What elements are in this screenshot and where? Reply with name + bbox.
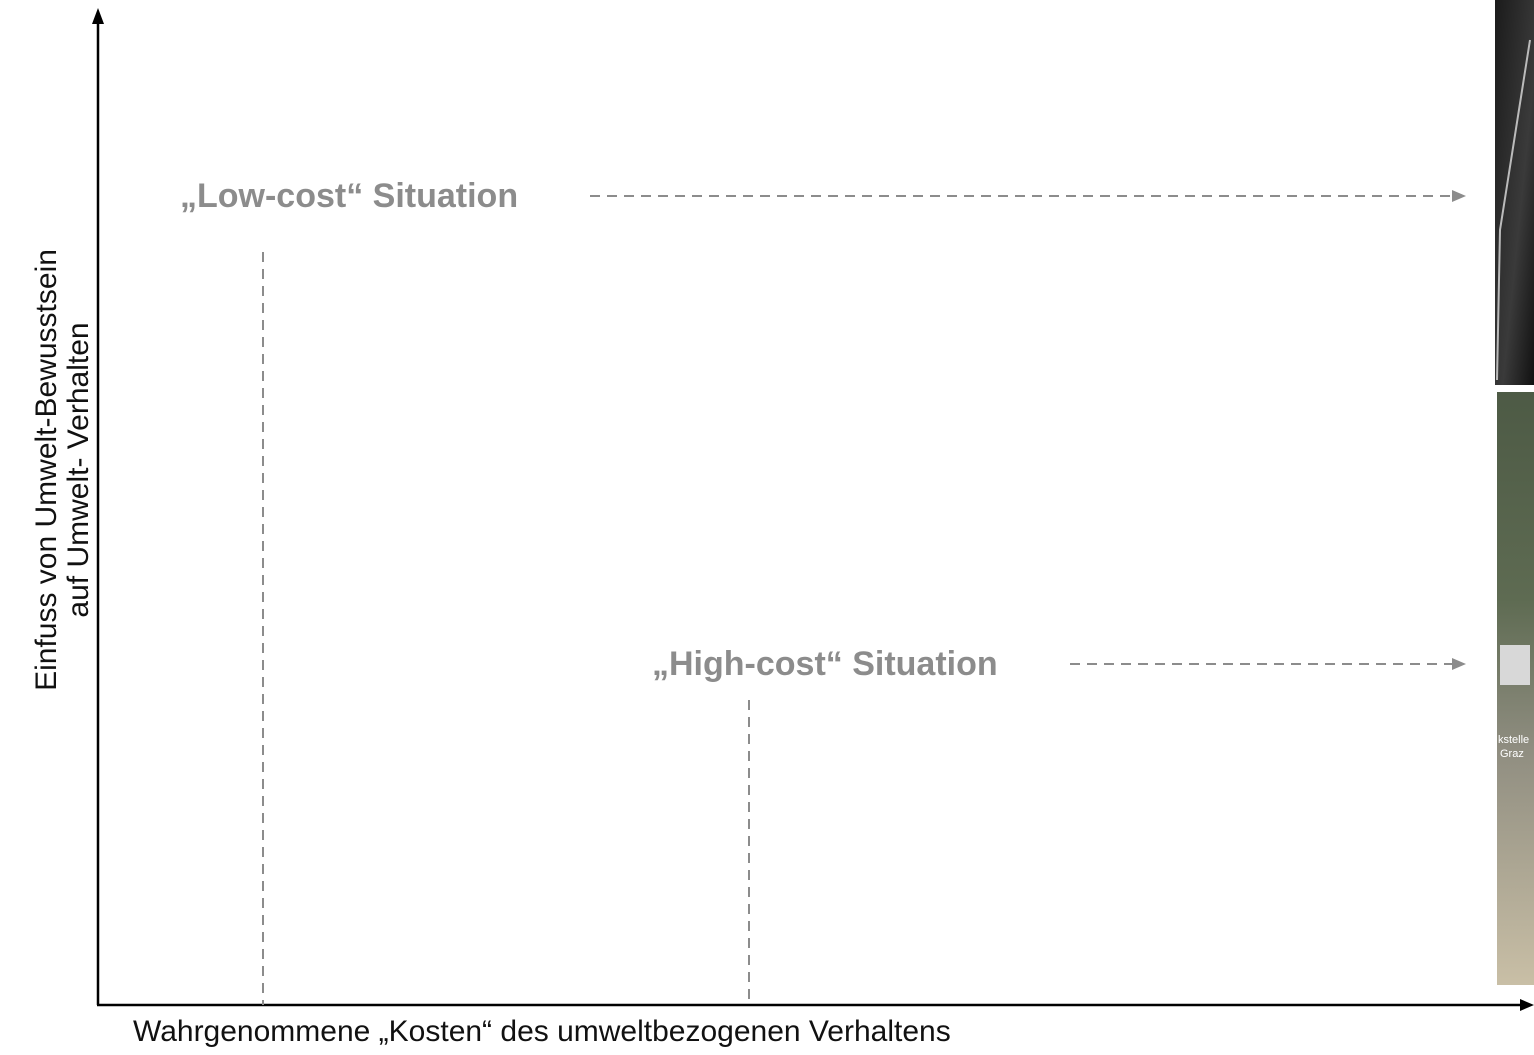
situation-label: „Low-cost“ Situation	[180, 177, 518, 215]
photo-label: kstelle	[1498, 734, 1529, 746]
y-axis-arrow	[92, 8, 104, 24]
photo-label: Graz	[1500, 748, 1524, 760]
y-axis-label: Einfuss von Umwelt-Bewusstsein	[30, 249, 63, 691]
x-axis-label: Wahrgenommene „Kosten“ des umweltbezogen…	[133, 1015, 951, 1048]
y-axis-label: auf Umwelt- Verhalten	[62, 322, 95, 617]
photo-aerial	[1497, 392, 1534, 985]
photo-detail	[1496, 39, 1531, 381]
x-axis-arrow	[1520, 999, 1534, 1011]
arrow-head	[1452, 190, 1466, 202]
arrow-head	[1452, 658, 1466, 670]
situation-label: „High-cost“ Situation	[652, 645, 998, 683]
photo-building	[1500, 645, 1530, 685]
photo-car	[1495, 0, 1534, 385]
